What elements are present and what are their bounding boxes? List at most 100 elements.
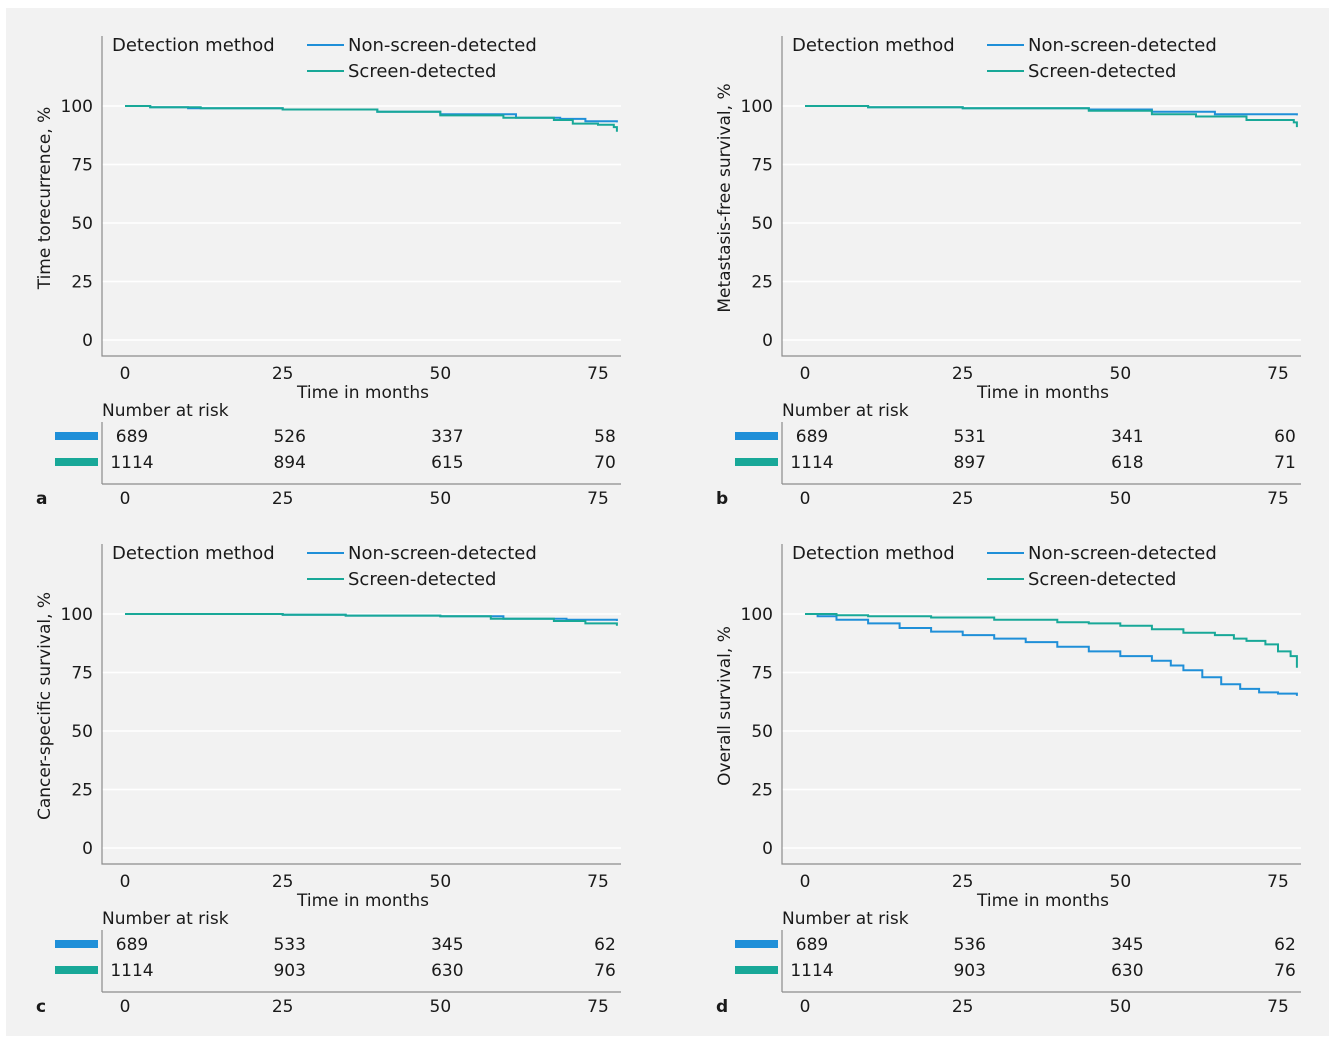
x-tick-label: 50 xyxy=(1110,872,1132,892)
y-axis-label: Metastasis-free survival, % xyxy=(715,83,735,312)
risk-table-title: Number at risk xyxy=(102,909,229,929)
panel-letter: b xyxy=(716,489,728,509)
risk-count: 71 xyxy=(1274,453,1296,473)
risk-row-swatch xyxy=(735,458,778,466)
y-tick-label: 25 xyxy=(751,781,773,801)
risk-count: 903 xyxy=(953,961,985,981)
legend-label: Screen-detected xyxy=(1028,61,1176,82)
risk-time-label: 50 xyxy=(430,489,452,509)
y-tick-label: 100 xyxy=(61,605,93,625)
x-tick-label: 75 xyxy=(587,364,609,384)
risk-count: 689 xyxy=(796,427,828,447)
screen-detected-curve xyxy=(805,105,1298,128)
risk-count: 341 xyxy=(1111,427,1143,447)
risk-row-swatch xyxy=(55,940,98,948)
risk-count: 615 xyxy=(431,453,463,473)
risk-table-title: Number at risk xyxy=(782,401,909,421)
figure: 0 25 50 75 100 0 25 50 75 Time in months Time tore… xyxy=(6,8,1329,1036)
risk-row-swatch xyxy=(55,966,98,974)
panel-c: 0 25 50 75 100 0 25 50 75 Time in months Cancer-sp… xyxy=(35,543,621,1017)
plot-axes xyxy=(101,544,621,865)
x-tick-label: 0 xyxy=(800,364,811,384)
screen-detected-curve xyxy=(125,613,618,626)
y-tick-label: 50 xyxy=(751,214,773,234)
y-tick-label: 100 xyxy=(741,97,773,117)
risk-count: 1114 xyxy=(790,961,833,981)
risk-time-label: 75 xyxy=(1267,489,1289,509)
legend-label: Screen-detected xyxy=(348,61,496,82)
x-tick-label: 75 xyxy=(1267,872,1289,892)
x-tick-label: 25 xyxy=(952,364,974,384)
risk-count: 533 xyxy=(273,935,305,955)
risk-count: 76 xyxy=(594,961,616,981)
km-figure: 0 25 50 75 100 0 25 50 75 Time in months Time tore… xyxy=(35,35,1301,1017)
y-tick-label: 0 xyxy=(762,331,773,351)
plot-axes xyxy=(781,36,1301,357)
risk-count: 903 xyxy=(273,961,305,981)
risk-count: 345 xyxy=(1111,935,1143,955)
risk-count: 60 xyxy=(1274,427,1296,447)
legend-label: Non-screen-detected xyxy=(1028,543,1217,564)
y-axis-label: Time torecurrence, % xyxy=(35,107,55,291)
risk-time-label: 0 xyxy=(800,997,811,1017)
risk-count: 1114 xyxy=(790,453,833,473)
risk-count: 689 xyxy=(116,427,148,447)
plot-axes xyxy=(781,544,1301,865)
risk-time-label: 25 xyxy=(272,489,294,509)
risk-row-swatch xyxy=(55,458,98,466)
non-screen-detected-curve xyxy=(805,613,1298,696)
legend-label: Screen-detected xyxy=(1028,569,1176,590)
y-tick-label: 0 xyxy=(82,839,93,859)
y-axis-label: Overall survival, % xyxy=(715,626,735,786)
risk-count: 62 xyxy=(1274,935,1296,955)
legend-label: Non-screen-detected xyxy=(348,543,537,564)
non-screen-detected-curve xyxy=(125,105,618,123)
y-tick-label: 50 xyxy=(71,722,93,742)
legend-label: Non-screen-detected xyxy=(348,35,537,56)
risk-time-label: 0 xyxy=(800,489,811,509)
risk-count: 70 xyxy=(594,453,616,473)
x-axis-label: Time in months xyxy=(296,891,429,911)
risk-time-label: 25 xyxy=(952,997,974,1017)
risk-time-label: 0 xyxy=(120,997,131,1017)
risk-time-label: 50 xyxy=(1110,997,1132,1017)
screen-detected-curve xyxy=(125,105,618,132)
risk-row-swatch xyxy=(735,966,778,974)
legend-title: Detection method xyxy=(792,543,955,564)
risk-row-swatch xyxy=(55,432,98,440)
y-tick-label: 75 xyxy=(71,664,93,684)
risk-time-label: 75 xyxy=(587,997,609,1017)
risk-row-swatch xyxy=(735,940,778,948)
y-tick-label: 25 xyxy=(71,781,93,801)
risk-count: 62 xyxy=(594,935,616,955)
x-tick-label: 75 xyxy=(587,872,609,892)
risk-time-label: 25 xyxy=(272,997,294,1017)
risk-count: 897 xyxy=(953,453,985,473)
y-tick-label: 100 xyxy=(61,97,93,117)
risk-count: 689 xyxy=(116,935,148,955)
risk-time-label: 75 xyxy=(1267,997,1289,1017)
x-tick-label: 50 xyxy=(430,364,452,384)
risk-count: 337 xyxy=(431,427,463,447)
risk-count: 531 xyxy=(953,427,985,447)
risk-count: 689 xyxy=(796,935,828,955)
risk-count: 58 xyxy=(594,427,616,447)
x-tick-label: 0 xyxy=(800,872,811,892)
y-tick-label: 25 xyxy=(71,273,93,293)
x-tick-label: 25 xyxy=(272,364,294,384)
x-tick-label: 50 xyxy=(430,872,452,892)
risk-count: 630 xyxy=(1111,961,1143,981)
x-axis-label: Time in months xyxy=(296,383,429,403)
y-axis-label: Cancer-specific survival, % xyxy=(35,592,55,820)
y-tick-label: 50 xyxy=(71,214,93,234)
risk-time-label: 75 xyxy=(587,489,609,509)
y-tick-label: 75 xyxy=(751,664,773,684)
risk-count: 630 xyxy=(431,961,463,981)
legend-title: Detection method xyxy=(112,35,275,56)
risk-count: 894 xyxy=(273,453,305,473)
risk-time-label: 0 xyxy=(120,489,131,509)
risk-time-label: 50 xyxy=(1110,489,1132,509)
y-tick-label: 75 xyxy=(751,156,773,176)
x-tick-label: 0 xyxy=(120,364,131,384)
panel-a: 0 25 50 75 100 0 25 50 75 Time in months Time tore… xyxy=(35,35,621,509)
